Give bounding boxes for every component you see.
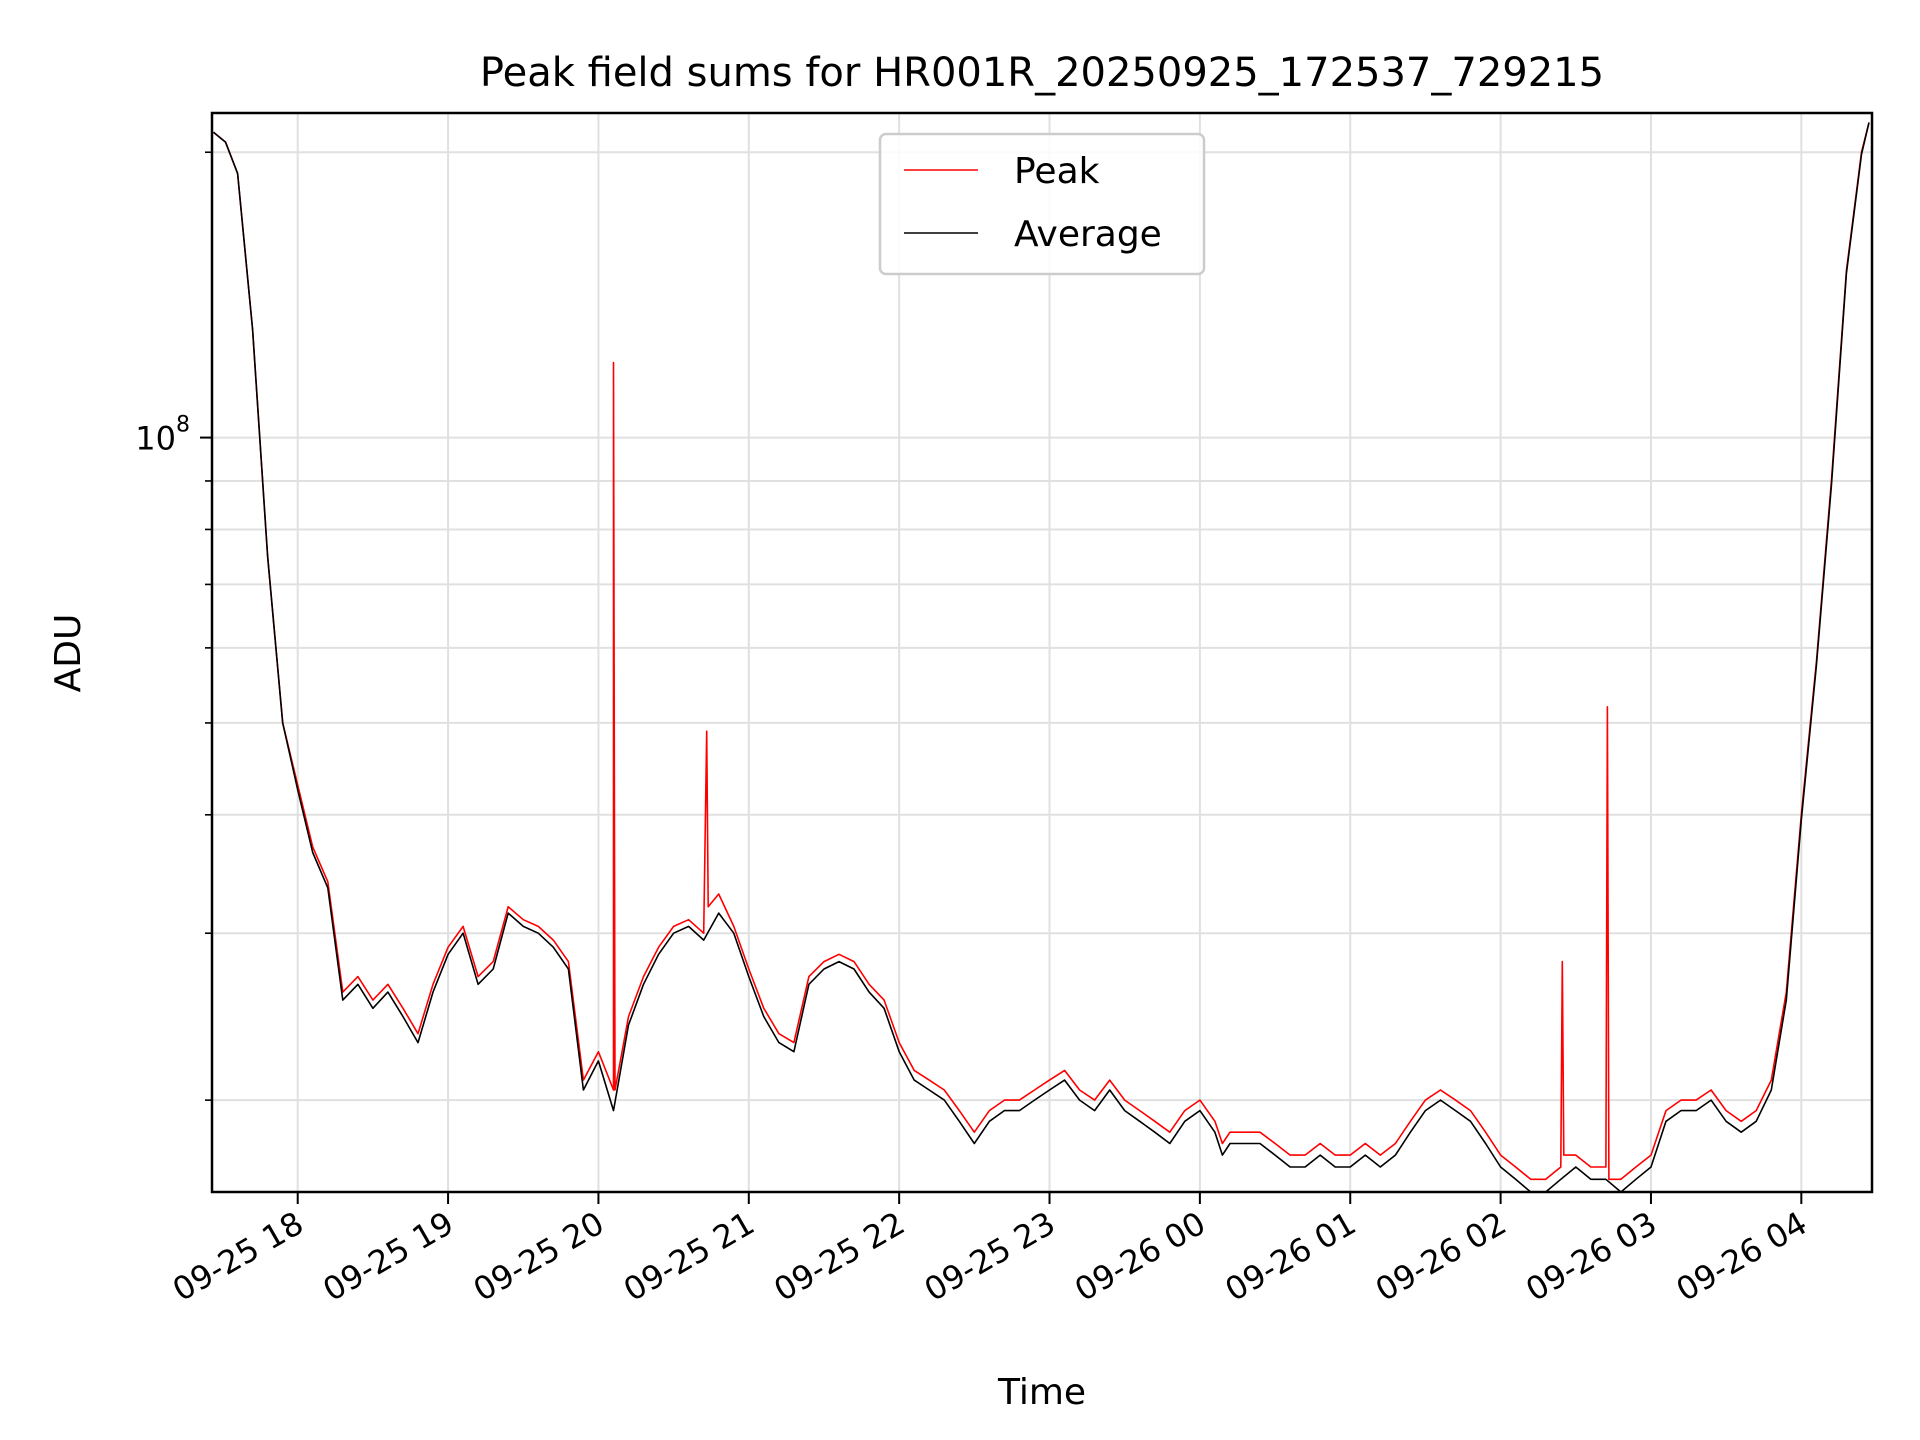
legend-box bbox=[878, 132, 1206, 276]
series-line-average bbox=[212, 122, 1870, 1192]
y-axis-label: ADU bbox=[48, 614, 89, 693]
legend-label-average: Average bbox=[1014, 214, 1162, 255]
grid-lines bbox=[212, 113, 1872, 1192]
chart-title: Peak field sums for HR001R_20250925_1725… bbox=[480, 50, 1604, 96]
y-tick-base: 10 bbox=[135, 420, 176, 458]
plot-frame bbox=[210, 111, 1874, 1194]
y-tick-label: 108 bbox=[135, 413, 190, 458]
x-axis-label: Time bbox=[997, 1372, 1086, 1413]
y-tick-exponent: 8 bbox=[176, 413, 190, 438]
series-line-peak bbox=[212, 122, 1870, 1181]
legend-label-peak: Peak bbox=[1014, 151, 1100, 192]
plot-series bbox=[212, 122, 1870, 1192]
legend: Peak Average bbox=[878, 132, 1206, 276]
